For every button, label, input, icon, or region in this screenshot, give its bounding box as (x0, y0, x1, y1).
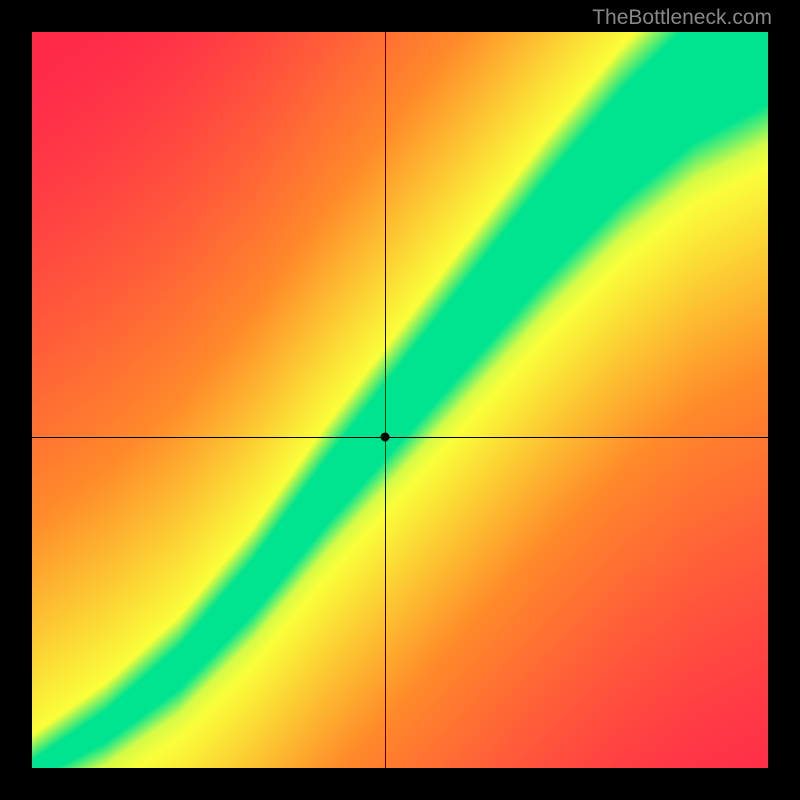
crosshair-vertical (385, 32, 386, 768)
watermark-text: TheBottleneck.com (592, 6, 772, 30)
plot-area (32, 32, 768, 768)
crosshair-horizontal (32, 437, 768, 438)
crosshair-marker (381, 432, 390, 441)
bottleneck-heatmap (32, 32, 768, 768)
